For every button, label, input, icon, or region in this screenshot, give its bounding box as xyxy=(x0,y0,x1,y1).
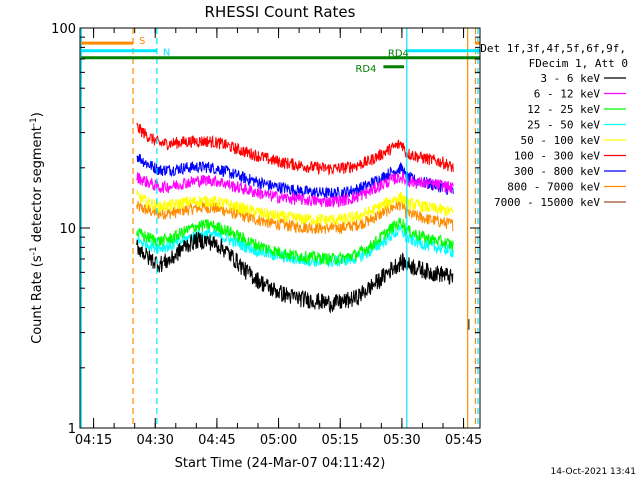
legend-entry: 25 - 50 keV xyxy=(527,119,626,132)
y-axis-label-close: ) xyxy=(30,112,45,117)
series-line xyxy=(136,190,454,226)
series-12-25-kev xyxy=(136,217,454,266)
y-axis-label-sup: -1 xyxy=(29,246,39,255)
legend-header: FDecim 1, Att 0 xyxy=(529,57,628,70)
series-50-100-kev xyxy=(136,190,454,226)
flag-label: RD4 xyxy=(388,49,409,60)
series-line xyxy=(136,232,454,314)
timestamp: 14-Oct-2021 13:41 xyxy=(551,467,636,477)
series-line xyxy=(136,154,454,199)
legend-label: 50 - 100 keV xyxy=(521,134,601,147)
flag-label: RD4 xyxy=(355,64,376,75)
x-tick-label: 05:30 xyxy=(383,433,420,448)
y-axis-label-main: Count Rate (s xyxy=(30,255,45,344)
series-300-800-kev xyxy=(136,154,454,199)
x-tick-label: 04:15 xyxy=(75,433,112,448)
x-tick-label: 05:45 xyxy=(445,433,482,448)
legend-entry: 7000 - 15000 keV xyxy=(494,196,626,209)
flag-label: N xyxy=(163,48,170,59)
data-layer xyxy=(136,122,470,330)
x-tick-label: 04:45 xyxy=(198,433,235,448)
y-tick-label: 100 xyxy=(51,22,76,37)
x-tick-label: 05:15 xyxy=(321,433,358,448)
legend-label: 7000 - 15000 keV xyxy=(494,196,600,209)
legend-header: Det 1f,3f,4f,5f,6f,9f, xyxy=(480,42,626,55)
legend-label: 800 - 7000 keV xyxy=(507,181,600,194)
legend-label: 6 - 12 keV xyxy=(534,88,601,101)
y-axis-label-tail: detector segment xyxy=(30,126,45,246)
flag-label: S xyxy=(139,36,145,47)
legend-entry: 3 - 6 keV xyxy=(540,72,626,85)
series-3-6-kev xyxy=(136,232,454,314)
legend-label: 100 - 300 keV xyxy=(514,150,600,163)
legend-entry: 50 - 100 keV xyxy=(521,134,626,147)
legend-entry: 300 - 800 keV xyxy=(514,165,626,178)
legend: Det 1f,3f,4f,5f,6f,9f, FDecim 1, Att 0 3 -… xyxy=(480,42,628,209)
series-line xyxy=(136,170,454,208)
legend-entry: 100 - 300 keV xyxy=(514,150,626,163)
x-tick-label: 05:00 xyxy=(260,433,297,448)
y-axis-label: Count Rate (s-1 detector segment-1) xyxy=(29,112,45,344)
legend-label: 300 - 800 keV xyxy=(514,165,600,178)
series-line xyxy=(136,122,454,176)
series-6-12-kev xyxy=(136,170,454,208)
axis-layer: 1 10 100 04:15 04:30 04:45 05:00 05:15 05:30 05:4… xyxy=(51,22,482,448)
legend-label: 25 - 50 keV xyxy=(527,119,600,132)
series-line xyxy=(136,217,454,266)
legend-label: 3 - 6 keV xyxy=(540,72,600,85)
y-tick-label: 1 xyxy=(68,422,76,437)
y-tick-label: 10 xyxy=(59,222,76,237)
legend-label: 12 - 25 keV xyxy=(527,103,600,116)
legend-entry: 800 - 7000 keV xyxy=(507,181,626,194)
legend-entry: 6 - 12 keV xyxy=(534,88,626,101)
legend-entry: 12 - 25 keV xyxy=(527,103,626,116)
x-axis-label: Start Time (24-Mar-07 04:11:42) xyxy=(175,456,386,471)
x-tick-label: 04:30 xyxy=(136,433,173,448)
series-100-300-kev xyxy=(136,122,454,176)
y-axis-label-sup2: -1 xyxy=(29,117,39,126)
chart-title: RHESSI Count Rates xyxy=(205,3,356,21)
